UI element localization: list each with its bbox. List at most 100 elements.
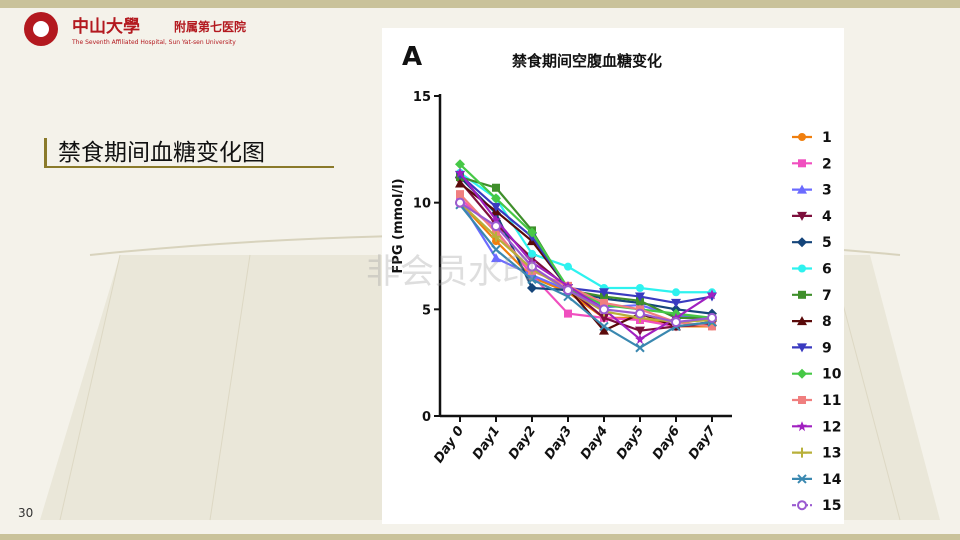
series-line-9 [459, 174, 713, 305]
logo-hospital-name: 附属第七医院 [174, 20, 247, 34]
data-point-s6-d2 [528, 249, 536, 258]
page-number: 30 [18, 506, 34, 520]
data-point-s15-d0 [455, 197, 465, 208]
legend-marker-6 [798, 264, 806, 273]
bottom-band [0, 534, 960, 540]
data-point-s8-d4 [599, 325, 609, 335]
x-tick-label: Day1 [470, 424, 503, 463]
logo-emblem-icon [24, 12, 58, 46]
data-point-s9-d6 [671, 298, 681, 308]
data-point-s6-d6 [672, 288, 680, 297]
data-point-s14-d1 [491, 244, 501, 255]
y-tick-label: 0 [422, 410, 431, 425]
data-point-s2-d3 [564, 309, 572, 318]
series-line-14 [459, 204, 713, 350]
data-point-s15-d1 [491, 221, 501, 232]
data-point-s14-d2 [527, 274, 537, 285]
data-point-s14-d4 [599, 321, 609, 332]
data-point-s12-d0 [455, 167, 465, 178]
y-tick-label: 5 [422, 303, 431, 318]
legend-marker-13 [797, 447, 807, 458]
slide-title: 禁食期间血糖变化图 [58, 140, 265, 166]
data-point-s6-d5 [636, 284, 644, 292]
title-accent-bar [44, 138, 47, 166]
legend-marker-3 [797, 184, 807, 194]
data-point-s9-d4 [599, 288, 609, 298]
data-point-s9-d1 [491, 202, 501, 212]
data-point-s10-d0 [455, 159, 465, 170]
legend-label-15: 15 [822, 498, 841, 514]
data-point-s4-d4 [599, 313, 609, 323]
legend-label-10: 10 [822, 367, 842, 383]
data-point-s4-d5 [635, 326, 645, 336]
legend-label-9: 9 [822, 340, 832, 356]
data-point-s11-d4 [600, 298, 608, 307]
legend-label-14: 14 [822, 472, 842, 488]
data-point-s3-d1 [491, 253, 501, 263]
data-point-s12-d1 [491, 214, 501, 225]
legend-marker-5 [797, 237, 807, 248]
data-point-s7-d1 [492, 183, 500, 192]
legend-label-8: 8 [822, 314, 832, 330]
data-point-s9-d5 [635, 292, 645, 302]
x-tick-label: Day2 [506, 424, 539, 463]
watermark-text: 非会员水印 [366, 252, 536, 292]
hospital-logo: 中山大學 附属第七医院 The Seventh Affiliated Hospi… [24, 10, 284, 48]
data-point-s15-d4 [599, 304, 609, 315]
legend-label-12: 12 [822, 419, 841, 435]
legend-marker-8 [797, 316, 807, 326]
legend-label-11: 11 [822, 393, 841, 409]
data-point-s12-d5 [635, 334, 645, 345]
legend-marker-10 [797, 368, 807, 379]
legend-marker-15 [797, 500, 807, 511]
data-point-s14-d5 [635, 343, 645, 353]
y-tick-label: 10 [413, 197, 431, 212]
y-axis-label: FPG (mmol/l) [391, 178, 406, 273]
data-point-s10-d2 [527, 227, 537, 238]
series-line-4 [459, 180, 713, 332]
legend-marker-1 [798, 133, 806, 141]
series-line-6 [459, 171, 712, 294]
legend-marker-2 [798, 159, 806, 168]
top-band [0, 0, 960, 8]
x-tick-label: Day 0 [431, 424, 467, 466]
legend-label-7: 7 [822, 288, 832, 304]
data-point-s13-d1 [491, 231, 501, 242]
legend-label-6: 6 [822, 262, 832, 278]
legend-label-2: 2 [822, 156, 832, 172]
chart-title: 禁食期间空腹血糖变化 [512, 52, 662, 70]
data-point-s10-d1 [491, 193, 501, 204]
logo-english-name: The Seventh Affiliated Hospital, Sun Yat… [72, 39, 236, 46]
data-point-s15-d3 [563, 285, 573, 296]
legend-marker-7 [798, 290, 806, 299]
title-underline [44, 166, 334, 168]
data-point-s6-d3 [564, 262, 572, 271]
legend-marker-14 [797, 474, 807, 484]
data-point-s5-d2 [527, 283, 537, 293]
series-line-15 [459, 201, 713, 324]
legend-label-1: 1 [822, 130, 832, 146]
legend-marker-11 [798, 396, 806, 404]
series-line-8 [459, 182, 713, 333]
y-tick-label: 15 [413, 90, 431, 105]
data-point-s15-d2 [527, 261, 537, 272]
panel-label: A [402, 42, 422, 72]
legend-label-13: 13 [822, 446, 841, 462]
data-point-s11-d7 [708, 322, 716, 331]
legend-label-5: 5 [822, 235, 832, 251]
data-point-s12-d7 [707, 289, 717, 300]
data-point-s15-d7 [707, 312, 717, 323]
legend-marker-4 [797, 211, 807, 221]
x-tick-label: Day5 [614, 424, 647, 463]
legend-label-4: 4 [822, 209, 832, 225]
data-point-s11-d0 [456, 190, 464, 199]
x-tick-label: Day4 [578, 424, 611, 463]
legend-marker-12 [797, 421, 807, 432]
data-point-s15-d6 [671, 317, 681, 328]
x-tick-label: Day7 [686, 423, 720, 462]
legend-label-3: 3 [822, 183, 832, 199]
data-point-s8-d0 [455, 178, 465, 188]
data-point-s15-d5 [635, 308, 645, 319]
logo-university-name: 中山大學 [72, 17, 140, 37]
